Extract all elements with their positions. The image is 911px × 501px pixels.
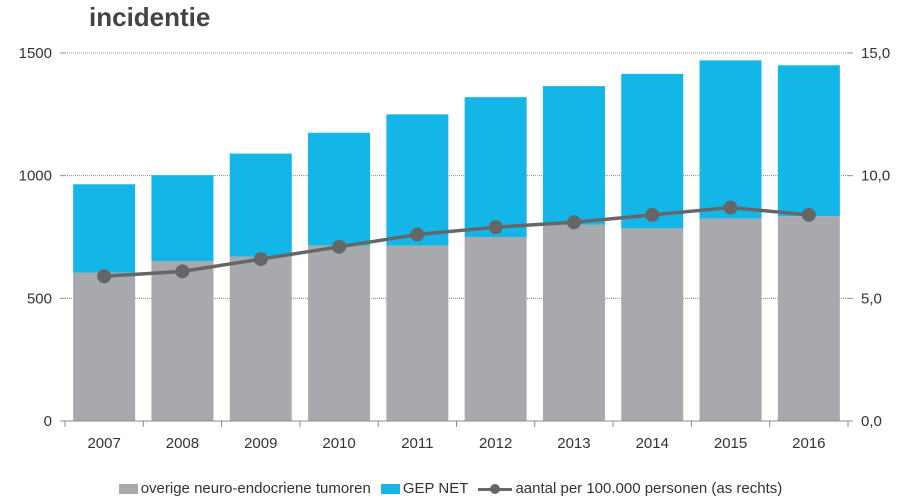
x-tick-label: 2007 [87,435,120,452]
bar-overige-2014 [621,228,684,421]
legend-label-overige: overige neuro-endocriene tumoren [140,480,371,497]
y-right-tick-label: 15,0 [861,45,890,62]
bar-overige-2008 [151,261,214,421]
y-left-tick-label: 1500 [19,45,52,62]
y-left-tick-label: 1000 [19,168,52,185]
y-right-tick-label: 10,0 [861,168,890,185]
bar-gep-net-2011 [386,114,449,246]
bar-overige-2015 [699,218,762,421]
legend-item-overige: overige neuro-endocriene tumoren [118,480,371,497]
line-point-2012 [488,220,503,235]
x-tick-label: 2016 [792,435,825,452]
x-tick-label: 2008 [166,435,199,452]
bar-overige-2010 [308,245,371,421]
y-left-tick-label: 500 [27,290,52,307]
y-right-tick-label: 5,0 [861,290,882,307]
x-tick-label: 2014 [636,435,669,452]
line-point-2007 [97,269,112,284]
bar-overige-2007 [73,272,136,421]
bar-gep-net-2013 [542,86,605,225]
legend-swatch-gep-net [380,483,400,494]
line-point-2016 [801,207,816,222]
x-tick-label: 2010 [322,435,355,452]
x-tick-label: 2011 [401,435,433,452]
bar-overige-2016 [777,216,840,421]
chart-title: incidentie [89,2,211,32]
bar-overige-2011 [386,245,449,421]
bar-overige-2013 [542,224,605,421]
x-tick-label: 2009 [244,435,277,452]
bar-overige-2012 [464,237,527,421]
y-right-tick-label: 0,0 [861,413,882,430]
line-point-2014 [645,207,660,222]
bar-gep-net-2007 [73,184,136,273]
line-point-2011 [410,227,425,242]
bar-gep-net-2012 [464,97,527,237]
x-tick-label: 2015 [714,435,747,452]
line-series-aantal [104,205,810,278]
bar-gep-net-2014 [621,73,684,229]
y-left-tick-label: 0 [44,413,52,430]
legend-swatch-overige [118,483,138,494]
bar-gep-net-2009 [229,153,292,257]
bar-overige-2009 [229,256,292,421]
legend-swatch-aantal [478,483,513,494]
line-point-2010 [332,239,347,254]
line-point-2013 [566,215,581,230]
bar-gep-net-2008 [151,175,214,262]
chart-legend: overige neuro-endocriene tumoren GEP NET… [0,480,911,497]
legend-item-aantal: aantal per 100.000 personen (as rechts) [478,480,782,497]
chart-plot: 2007 2008 2009 2010 2011 2012 2013 2014 2015 2016… [19,45,891,452]
x-tick-label: 2012 [479,435,512,452]
legend-label-gep-net: GEP NET [402,480,469,497]
legend-item-gep-net: GEP NET [380,480,469,497]
bar-gep-net-2015 [699,60,762,219]
bar-gep-net-2010 [308,132,371,246]
x-tick-label: 2013 [557,435,590,452]
legend-label-aantal: aantal per 100.000 personen (as rechts) [515,480,783,497]
line-point-2015 [723,200,738,215]
bar-gep-net-2016 [777,65,840,217]
line-point-2008 [175,264,190,279]
line-point-2009 [253,252,268,267]
